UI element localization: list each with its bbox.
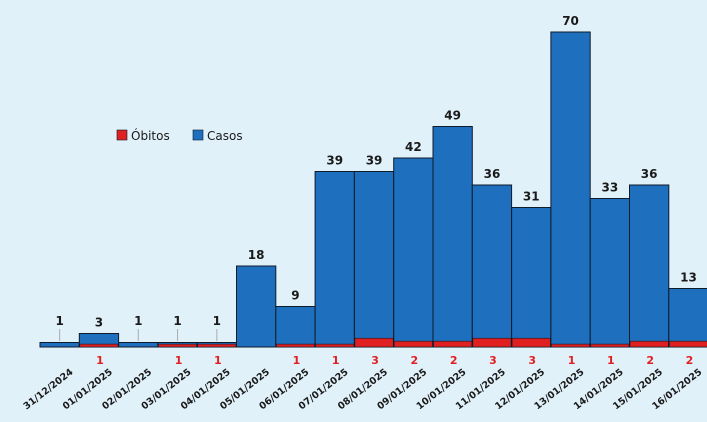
bar-casos [511, 207, 552, 348]
legend-label-casos: Casos [207, 129, 243, 143]
bar-obitos [472, 337, 512, 348]
data-label-casos: 70 [562, 14, 579, 28]
data-label-casos: 42 [405, 140, 422, 154]
data-label-obitos: 2 [450, 354, 458, 367]
data-label-obitos: 2 [646, 354, 654, 367]
bar-casos [629, 184, 670, 348]
data-label-obitos: 3 [528, 354, 536, 367]
bar-casos [236, 265, 277, 348]
data-label-obitos: 1 [293, 354, 301, 367]
bar-casos [275, 306, 316, 348]
data-label-casos: 18 [248, 248, 265, 262]
data-label-obitos: 1 [332, 354, 340, 367]
data-label-obitos: 1 [175, 354, 183, 367]
bar-casos [314, 171, 355, 348]
bar-obitos [511, 337, 551, 348]
bar-obitos [354, 337, 394, 348]
bar-casos [353, 171, 395, 348]
data-label-casos: 9 [291, 289, 299, 303]
data-label-casos: 39 [326, 154, 343, 168]
data-label-obitos: 1 [568, 354, 576, 367]
bar-obitos [551, 343, 591, 348]
legend-swatch-casos [192, 129, 204, 141]
bar-obitos [629, 340, 669, 348]
data-label-casos: 3 [95, 316, 103, 330]
data-label-obitos: 1 [214, 354, 222, 367]
legend-label-obitos: Óbitos [131, 128, 170, 143]
bar-casos [471, 184, 513, 348]
bar-casos [668, 288, 707, 348]
data-label-casos: 39 [366, 154, 383, 168]
legend-swatch-obitos [116, 129, 128, 141]
data-label-casos: 1 [134, 314, 142, 328]
data-label-casos: 1 [173, 314, 181, 328]
data-label-obitos: 3 [489, 354, 497, 367]
data-label-casos: 1 [213, 314, 221, 328]
data-label-casos: 33 [601, 181, 618, 195]
bar-obitos [315, 343, 355, 348]
bar-casos [432, 126, 473, 348]
data-label-casos: 36 [484, 167, 501, 181]
bar-casos [393, 157, 434, 348]
data-label-casos: 36 [641, 167, 658, 181]
bar-obitos [197, 343, 237, 348]
data-label-casos: 13 [680, 271, 697, 285]
bar-obitos [433, 340, 473, 348]
bar-casos [550, 31, 591, 348]
bar-obitos [158, 343, 197, 348]
data-label-obitos: 2 [411, 354, 419, 367]
data-label-obitos: 1 [607, 354, 615, 367]
bar-obitos [79, 343, 119, 348]
data-label-casos: 31 [523, 190, 540, 204]
data-label-casos: 49 [444, 109, 461, 123]
data-label-obitos: 2 [686, 354, 694, 367]
bar-obitos [590, 343, 630, 348]
data-label-obitos: 1 [96, 354, 104, 367]
bar-obitos [393, 340, 433, 348]
bar-obitos [668, 340, 707, 348]
bar-casos [589, 198, 631, 348]
bar-casos [39, 342, 80, 348]
bar-obitos [275, 343, 315, 348]
bar-casos [118, 342, 159, 348]
data-label-obitos: 3 [371, 354, 379, 367]
data-label-casos: 1 [55, 314, 63, 328]
